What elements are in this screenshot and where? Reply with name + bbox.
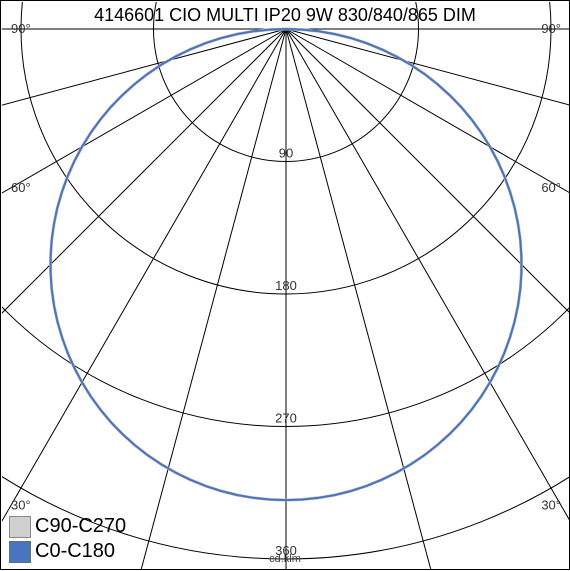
legend-label-c90: C90-C270 <box>35 515 126 538</box>
svg-text:60°: 60° <box>541 180 561 195</box>
legend-swatch-c90 <box>9 516 31 538</box>
unit-label: cd.klm <box>1 553 569 565</box>
svg-text:30°: 30° <box>541 497 561 512</box>
svg-text:180: 180 <box>275 278 297 293</box>
legend-row: C90-C270 <box>9 515 126 538</box>
svg-text:30°: 30° <box>11 497 31 512</box>
svg-text:270: 270 <box>275 411 297 426</box>
polar-plot-frame: 4146601 CIO MULTI IP20 9W 830/840/865 DI… <box>0 0 570 570</box>
svg-text:90°: 90° <box>11 21 31 36</box>
svg-text:90°: 90° <box>541 21 561 36</box>
polar-plot-svg: 9018027036090°90°60°60°30°30° <box>1 1 570 571</box>
svg-text:90: 90 <box>279 146 293 161</box>
svg-text:60°: 60° <box>11 180 31 195</box>
